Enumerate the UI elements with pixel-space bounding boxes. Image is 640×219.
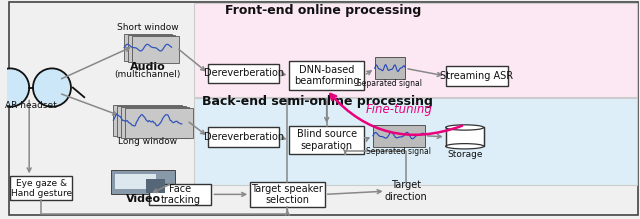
Bar (373, 125, 425, 147)
Bar (111, 170, 175, 194)
Bar (208, 64, 279, 83)
Bar (445, 66, 508, 86)
Text: Separated signal: Separated signal (358, 79, 422, 88)
Bar (445, 127, 484, 146)
Text: Front-end online processing: Front-end online processing (225, 4, 422, 17)
Ellipse shape (33, 68, 71, 107)
Text: Back-end semi-online processing: Back-end semi-online processing (202, 95, 433, 108)
Ellipse shape (445, 144, 484, 149)
Text: Video: Video (125, 194, 161, 204)
Bar (125, 108, 193, 138)
Ellipse shape (445, 125, 484, 130)
Bar (124, 34, 172, 61)
Text: Short window: Short window (117, 23, 179, 32)
Text: Target speaker
selection: Target speaker selection (252, 184, 323, 205)
Text: Fine-tuning: Fine-tuning (366, 103, 433, 116)
Text: DNN-based
beamforming: DNN-based beamforming (294, 65, 360, 86)
Bar (121, 107, 189, 138)
Bar (194, 3, 637, 97)
Bar (375, 57, 405, 79)
Text: AR headset: AR headset (5, 101, 57, 110)
Text: Dereverberation: Dereverberation (204, 68, 284, 78)
Bar (250, 182, 324, 207)
Bar (150, 184, 211, 205)
Text: Target
direction: Target direction (385, 180, 427, 202)
Text: Blind source
separation: Blind source separation (296, 129, 356, 151)
Bar (10, 176, 72, 200)
Text: Audio: Audio (130, 62, 166, 72)
Bar (117, 106, 186, 137)
Text: Eye gaze &
Hand gesture: Eye gaze & Hand gesture (11, 179, 72, 198)
Text: Streaming ASR: Streaming ASR (440, 71, 513, 81)
Bar (289, 61, 364, 90)
Bar (128, 35, 175, 62)
Bar (147, 180, 165, 193)
Bar (132, 36, 179, 63)
Text: Long window: Long window (118, 137, 177, 147)
Text: Storage: Storage (447, 150, 483, 159)
Text: Face
tracking: Face tracking (161, 184, 200, 205)
Text: (multichannel): (multichannel) (115, 69, 181, 79)
Bar (115, 174, 156, 189)
Bar (113, 105, 182, 136)
Bar (208, 127, 279, 147)
Text: Dereverberation: Dereverberation (204, 132, 284, 142)
Bar (289, 126, 364, 154)
Text: Separated signal: Separated signal (366, 147, 431, 156)
Bar (194, 98, 637, 185)
Ellipse shape (0, 68, 29, 107)
